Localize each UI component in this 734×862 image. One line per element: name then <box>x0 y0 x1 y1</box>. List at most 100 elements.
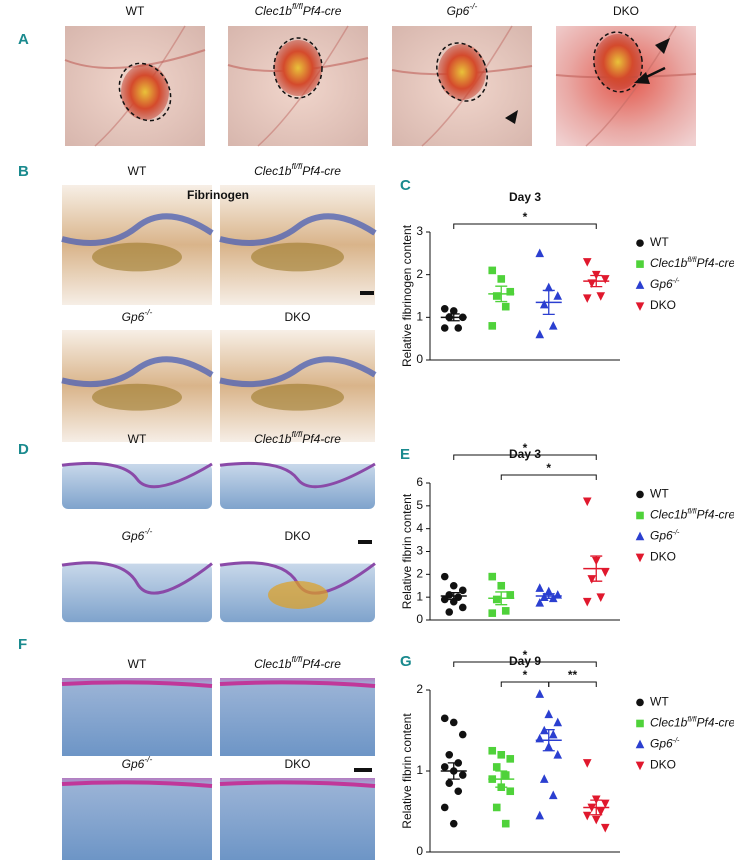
data-point <box>535 329 545 339</box>
data-point <box>544 709 554 719</box>
significance-label: * <box>523 441 528 455</box>
error-bar <box>542 593 555 599</box>
tissue-section <box>61 356 214 388</box>
label-part: Clec1b <box>650 508 688 522</box>
label-part: Clec1b <box>254 657 292 671</box>
label-part: DKO <box>613 4 639 18</box>
data-point <box>535 689 545 698</box>
data-point <box>535 733 545 743</box>
significance-bracket <box>453 661 597 667</box>
data-point <box>582 597 592 607</box>
wound-outline <box>118 62 172 122</box>
genotype-label: Gp6-/- <box>447 1 478 18</box>
label-part: Clec1b <box>254 432 292 446</box>
scale-bar <box>358 540 372 544</box>
chart-title: Day 9 <box>509 654 541 668</box>
label-part: fl/fl <box>292 1 304 11</box>
error-bar <box>495 285 508 303</box>
data-point <box>535 810 545 820</box>
data-point <box>492 763 501 771</box>
y-tick-label: 3 <box>416 224 423 238</box>
label-part: DKO <box>284 529 310 543</box>
fibrinogen-stain <box>92 242 182 272</box>
y-tick-label: 2 <box>416 567 423 581</box>
y-tick-label: 1 <box>416 589 423 603</box>
genotype-label: WT <box>126 4 145 18</box>
data-point <box>553 750 563 759</box>
y-tick-label: 0 <box>416 352 423 366</box>
error-bar <box>542 729 555 752</box>
significance-label: ** <box>568 668 578 682</box>
label-part: Clec1b <box>255 4 293 18</box>
data-point <box>553 291 563 300</box>
label-part: DKO <box>650 298 676 312</box>
significance-label: * <box>523 668 528 682</box>
legend-label: Gp6-/- <box>650 736 680 750</box>
data-point <box>445 608 454 616</box>
significance-label: * <box>523 648 528 662</box>
data-point <box>535 598 545 607</box>
photo <box>62 778 212 860</box>
y-tick-label: 1 <box>416 763 423 777</box>
data-point <box>449 718 458 727</box>
label-part: -/- <box>673 277 680 285</box>
epidermis <box>61 680 213 688</box>
legend-label: Clec1bfl/flPf4-cre <box>650 256 734 270</box>
label-part: Pf4-cre <box>696 716 734 730</box>
data-point <box>449 581 458 590</box>
wound <box>121 64 169 120</box>
data-point <box>488 746 497 755</box>
data-point <box>440 572 449 581</box>
label-part: -/- <box>673 736 680 744</box>
photo <box>62 563 212 623</box>
genotype-label: WT <box>128 432 147 446</box>
data-point <box>506 787 515 796</box>
genotype-label: DKO <box>613 4 639 18</box>
data-point <box>497 275 506 283</box>
photo <box>220 464 375 509</box>
panel-letter: A <box>18 31 29 48</box>
photo <box>62 464 212 509</box>
data-point <box>458 603 467 612</box>
y-tick-label: 4 <box>416 521 423 535</box>
legend-marker <box>635 739 645 749</box>
label-part: DKO <box>284 310 310 324</box>
wound-outline <box>593 31 643 93</box>
data-point <box>458 730 467 739</box>
data-point <box>492 595 501 604</box>
panel-letter: G <box>400 653 412 670</box>
error-bar <box>447 762 460 780</box>
genotype-label: Gp6-/- <box>122 754 153 771</box>
data-point <box>548 321 558 330</box>
genotype-label: Gp6-/- <box>122 526 153 543</box>
legend-marker <box>636 698 644 707</box>
legend-label: WT <box>650 487 669 501</box>
tissue-surface <box>219 461 376 489</box>
data-point <box>449 819 458 828</box>
label-part: fl/fl <box>291 654 303 664</box>
significance-bracket <box>453 454 597 460</box>
panel-letter: C <box>400 177 411 194</box>
data-point <box>492 803 501 812</box>
wound-outline <box>273 37 323 99</box>
tissue-section <box>219 356 377 388</box>
label-part: Clec1b <box>254 164 292 178</box>
data-point <box>454 787 463 796</box>
label-part: Gp6 <box>122 757 145 771</box>
tissue-surface <box>61 461 213 489</box>
data-point <box>440 803 449 812</box>
stain-label: Fibrinogen <box>187 188 249 202</box>
data-point <box>449 307 458 315</box>
legend-label: Clec1bfl/flPf4-cre <box>650 507 734 521</box>
data-point <box>501 607 510 615</box>
data-point <box>440 595 449 604</box>
legend-label: WT <box>650 695 669 709</box>
error-bar <box>590 555 603 582</box>
legend-label: DKO <box>650 298 676 312</box>
arrowhead <box>505 110 518 124</box>
data-point <box>445 751 454 759</box>
legend-marker <box>635 761 645 771</box>
label-part: Pf4-cre <box>302 164 341 178</box>
data-point <box>539 299 549 309</box>
